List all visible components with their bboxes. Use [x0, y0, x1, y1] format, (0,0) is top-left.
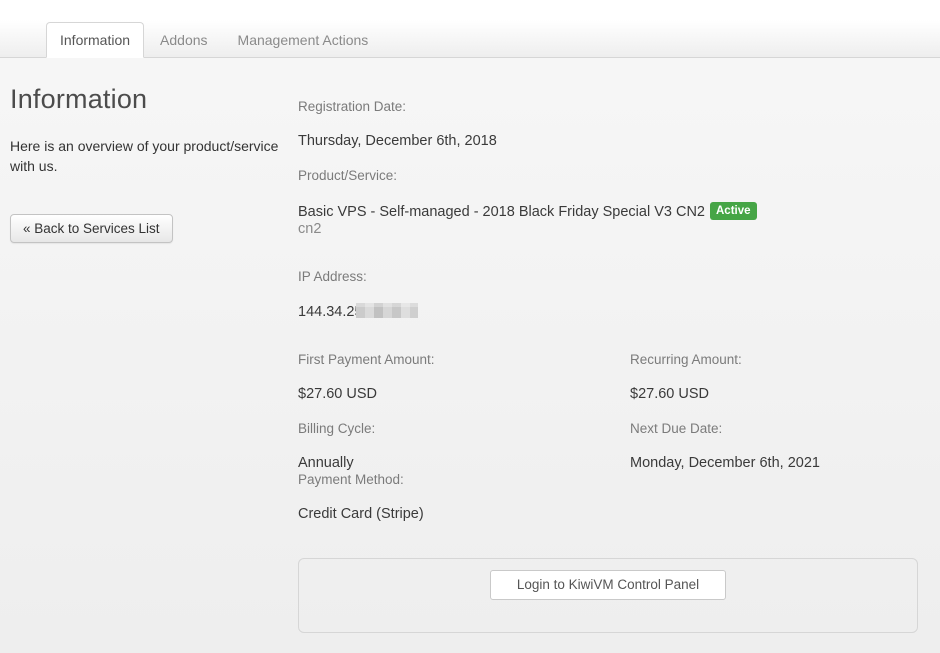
payment-method-value: Credit Card (Stripe): [298, 506, 424, 522]
back-to-services-button[interactable]: « Back to Services List: [10, 214, 173, 243]
recurring-amount-label: Recurring Amount:: [630, 352, 742, 367]
tab-addons[interactable]: Addons: [160, 32, 208, 48]
billing-cycle-label: Billing Cycle:: [298, 421, 376, 436]
product-service-label: Product/Service:: [298, 168, 398, 183]
payment-method-label: Payment Method:: [298, 472, 404, 487]
tab-bar: Information Addons Management Actions: [0, 0, 940, 58]
ip-address-label: IP Address:: [298, 269, 367, 284]
next-due-date-value: Monday, December 6th, 2021: [630, 455, 820, 471]
billing-cycle-value: Annually: [298, 455, 354, 471]
back-button-wrap: « Back to Services List: [10, 214, 288, 243]
kiwivm-panel: Login to KiwiVM Control Panel: [298, 558, 918, 633]
page-description: Here is an overview of your product/serv…: [10, 138, 279, 174]
product-service-value: Basic VPS - Self-managed - 2018 Black Fr…: [298, 202, 918, 238]
ip-redaction-blur: [355, 303, 418, 318]
billing-column-right: Recurring Amount: $27.60 USD Next Due Da…: [630, 352, 918, 523]
billing-columns: First Payment Amount: $27.60 USD Billing…: [298, 352, 918, 523]
ip-address-text: 144.34.25: [298, 304, 363, 320]
tab-management-actions[interactable]: Management Actions: [237, 32, 369, 48]
registration-date-value: Thursday, December 6th, 2018: [298, 133, 497, 149]
sidebar: Information Here is an overview of your …: [10, 58, 288, 243]
registration-date-label: Registration Date:: [298, 99, 407, 114]
status-badge: Active: [710, 202, 757, 220]
product-domain: cn2: [298, 221, 322, 237]
first-payment-value: $27.60 USD: [298, 386, 377, 402]
login-kiwivm-button[interactable]: Login to KiwiVM Control Panel: [490, 570, 726, 600]
recurring-amount-value: $27.60 USD: [630, 386, 709, 402]
product-name: Basic VPS - Self-managed - 2018 Black Fr…: [298, 204, 705, 220]
page-title: Information: [10, 84, 148, 114]
tab-information[interactable]: Information: [46, 22, 145, 58]
next-due-date-label: Next Due Date:: [630, 421, 723, 436]
first-payment-label: First Payment Amount:: [298, 352, 435, 367]
ip-address-value: 144.34.25: [298, 303, 918, 321]
service-details: Registration Date: Thursday, December 6t…: [298, 58, 918, 633]
billing-column-left: First Payment Amount: $27.60 USD Billing…: [298, 352, 630, 523]
